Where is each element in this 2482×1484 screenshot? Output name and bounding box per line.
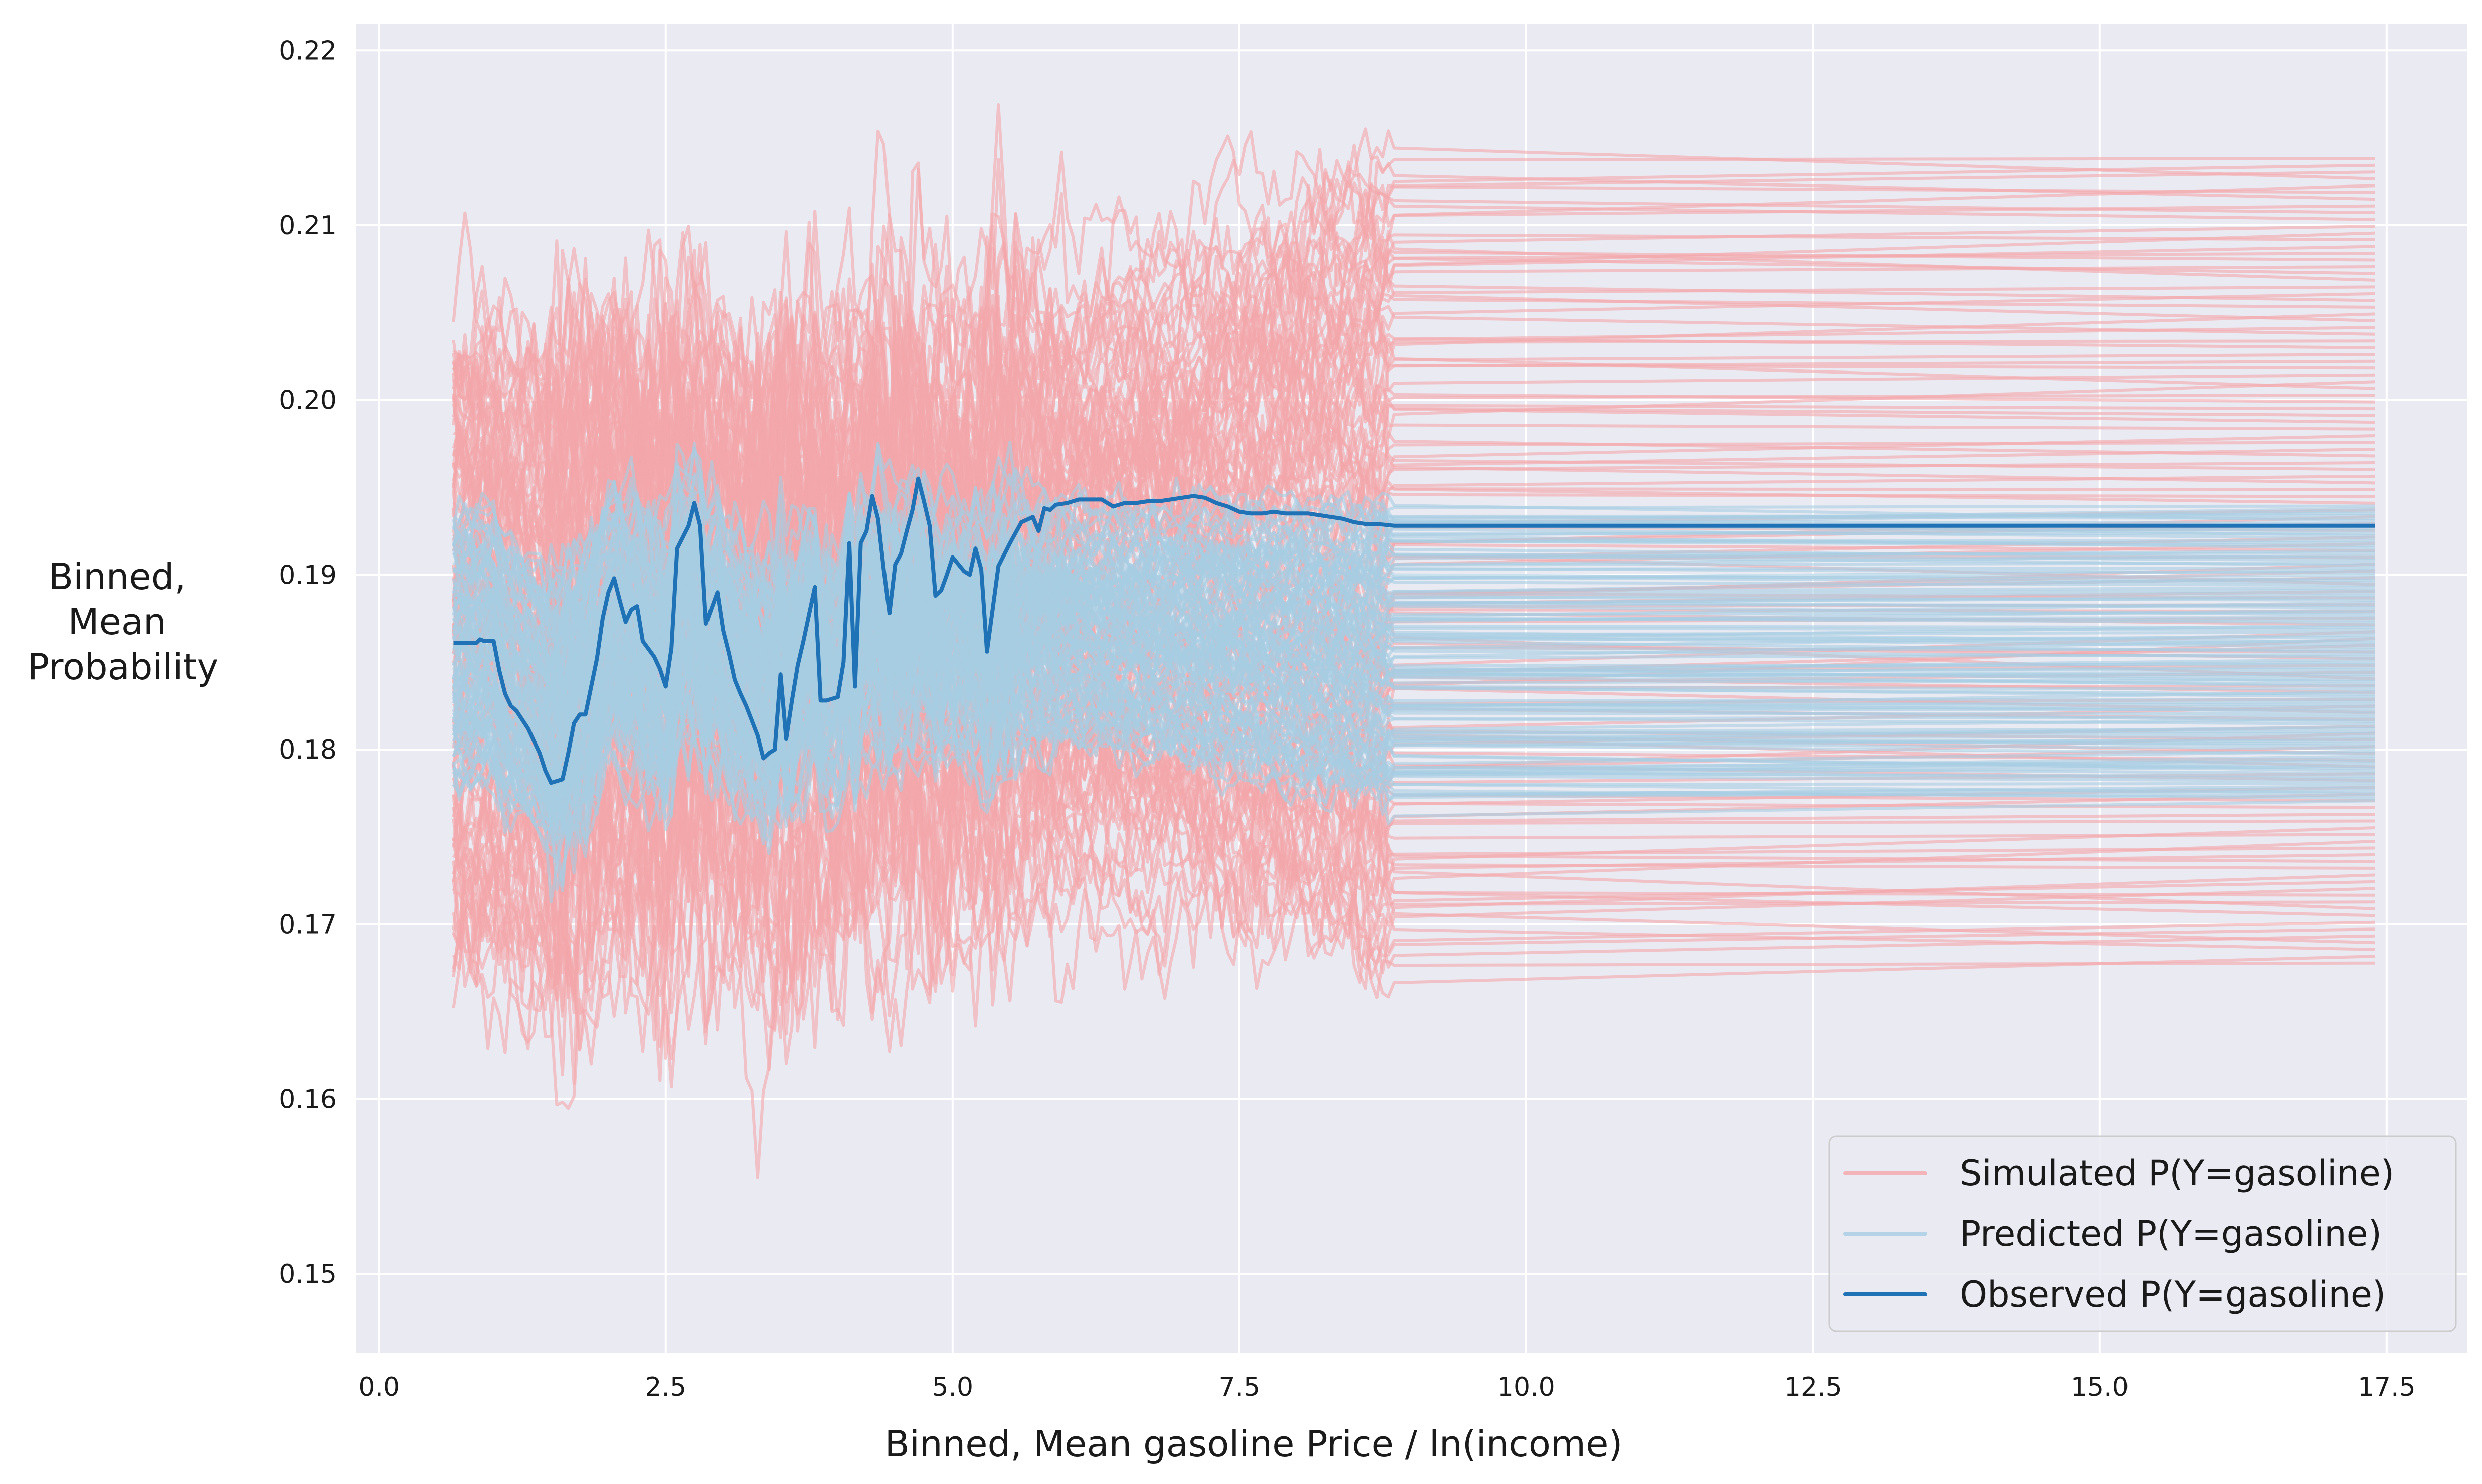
predicted-series-line <box>452 446 2376 616</box>
y-tick-labels: 0.15 0.16 0.17 0.18 0.19 0.20 0.21 0.22 <box>279 36 337 1289</box>
y-axis-title-line-3: Probability <box>28 646 219 688</box>
legend-label-predicted: Predicted P(Y=gasoline) <box>1960 1213 2382 1254</box>
legend: Simulated P(Y=gasoline) Predicted P(Y=ga… <box>1828 1135 2457 1332</box>
x-tick-label: 2.5 <box>645 1372 686 1402</box>
y-axis-title-line-2: Mean <box>68 601 166 643</box>
predicted-series-line <box>452 495 2376 736</box>
y-tick-label: 0.18 <box>279 735 337 765</box>
x-tick-label: 7.5 <box>1218 1372 1260 1402</box>
x-tick-label: 10.0 <box>1497 1372 1555 1402</box>
predicted-series-line <box>452 597 2376 853</box>
x-axis-title: Binned, Mean gasoline Price / ln(income) <box>885 1423 1623 1465</box>
x-tick-label: 17.5 <box>2358 1372 2416 1402</box>
predicted-series-line <box>453 515 2376 824</box>
x-tick-label: 15.0 <box>2071 1372 2129 1402</box>
predicted-series-group <box>452 440 2376 904</box>
simulated-series-line <box>453 714 2376 1029</box>
observed-series-group <box>453 476 2375 785</box>
predicted-series-line <box>452 510 2376 790</box>
simulated-series-line <box>452 134 2376 496</box>
x-tick-label: 12.5 <box>1784 1372 1842 1402</box>
predicted-series-line <box>453 499 2376 800</box>
observed-series-line <box>453 476 2375 785</box>
y-tick-label: 0.15 <box>279 1259 337 1289</box>
simulated-series-line <box>452 690 2376 1039</box>
x-tick-label: 0.0 <box>358 1372 400 1402</box>
y-axis-title-line-1: Binned, <box>49 555 186 598</box>
x-tick-label: 5.0 <box>932 1372 973 1402</box>
y-tick-label: 0.16 <box>279 1084 337 1115</box>
y-axis-title: Binned, Mean Probability <box>28 555 219 688</box>
y-tick-label: 0.21 <box>279 211 337 241</box>
predicted-series-line <box>452 442 2376 647</box>
x-tick-labels: 0.0 2.5 5.0 7.5 10.0 12.5 15.0 17.5 <box>358 1372 2415 1402</box>
y-tick-label: 0.19 <box>279 560 337 590</box>
legend-frame <box>1828 1135 2457 1332</box>
y-tick-label: 0.20 <box>279 386 337 416</box>
y-tick-label: 0.22 <box>279 36 337 66</box>
y-tick-label: 0.17 <box>279 910 337 940</box>
simulated-series-line <box>453 130 2376 544</box>
simulated-series-line <box>453 184 2376 557</box>
legend-label-simulated: Simulated P(Y=gasoline) <box>1960 1153 2394 1194</box>
legend-label-observed: Observed P(Y=gasoline) <box>1960 1274 2386 1315</box>
